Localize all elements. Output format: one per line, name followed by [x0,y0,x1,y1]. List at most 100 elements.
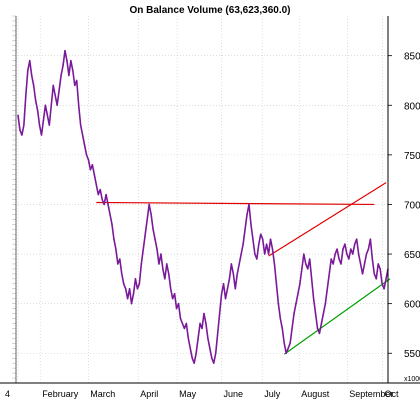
data-point [44,104,47,106]
data-point [179,317,182,320]
data-point [195,352,197,354]
x-tick-label: April [140,389,158,399]
data-point [146,218,148,221]
data-point [248,203,250,206]
data-point [95,183,98,186]
data-point [234,288,237,290]
data-point [260,233,262,235]
data-point [334,253,336,255]
data-point [140,263,143,265]
data-point [97,193,99,196]
data-point [199,322,201,325]
series-line [17,49,389,364]
data-point [303,253,305,255]
data-point [226,288,229,290]
data-point [271,248,274,250]
data-point [101,198,103,201]
data-point [254,253,256,255]
data-point [363,263,366,265]
data-point [81,134,84,136]
data-point [289,342,291,345]
data-point [160,253,162,255]
data-point [283,342,285,345]
data-point [154,238,156,240]
data-point [263,253,266,255]
data-point [132,293,135,295]
trendline [268,182,387,257]
data-point [336,248,338,250]
data-point [128,288,131,290]
data-point [332,263,334,265]
data-point [171,297,174,300]
data-point [377,263,379,265]
data-point [373,273,375,275]
x-tick-label: May [179,389,197,399]
trendline [96,201,375,206]
data-point [209,347,211,349]
data-point [50,104,52,106]
data-point [91,164,94,166]
data-point [350,248,352,250]
x-tick-label: September [349,389,393,399]
data-point [72,69,74,72]
data-point [164,278,166,280]
data-point [338,258,340,260]
data-point [312,297,315,300]
data-point [361,273,364,275]
data-point [279,317,282,320]
data-point [148,203,150,206]
y-tick-label: 650 [404,250,420,261]
data-point [220,293,223,295]
data-point [281,327,283,330]
data-point [130,302,133,305]
data-point [56,104,58,106]
data-point [48,124,51,126]
data-point [89,169,92,171]
data-point [156,248,158,250]
data-point [305,263,307,265]
data-point [330,258,332,260]
data-point [299,283,301,285]
data-point [369,238,372,240]
data-point [385,278,387,280]
data-point [295,302,297,305]
data-point [25,94,27,97]
data-point [193,362,195,364]
data-point [187,337,190,340]
data-point [74,84,76,87]
data-point [191,357,193,359]
data-point [381,283,383,285]
data-point [29,59,31,62]
x-tick-label: 4 [5,389,10,399]
data-point [166,263,168,265]
series-group [17,49,389,364]
data-point [23,124,25,126]
data-point [310,278,313,280]
data-point [207,337,209,340]
data-point [177,302,180,305]
data-point [189,347,191,349]
data-point [379,268,381,270]
data-point [52,84,54,87]
data-point [246,213,248,216]
data-point [342,248,344,250]
data-point [316,327,319,330]
data-point [99,188,101,191]
data-point [87,159,90,161]
data-point [124,288,127,290]
data-point [103,203,105,206]
data-point [375,278,377,280]
data-point [34,99,37,102]
data-point [215,352,217,354]
data-point [31,74,33,77]
y-tick-label: 750 [404,151,420,162]
data-point [357,253,360,255]
data-point [367,248,370,250]
x-axis: 4 February March April May June July August Sept… [0,382,420,399]
data-point [77,104,80,106]
data-point [40,134,43,136]
data-point [205,322,207,325]
y-unit-label: x1000 [404,376,420,383]
data-point [213,362,215,364]
